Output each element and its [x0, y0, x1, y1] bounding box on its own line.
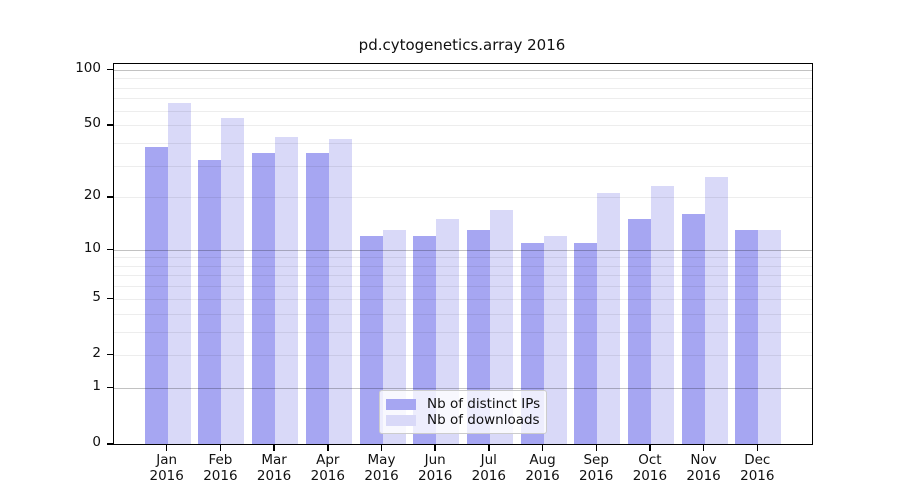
y-tick-label: 2 — [92, 344, 101, 361]
legend-swatch-downloads — [386, 414, 416, 426]
legend-label-downloads: Nb of downloads — [427, 412, 540, 428]
x-tick-label: Dec 2016 — [740, 452, 775, 484]
x-tick-label: Aug 2016 — [525, 452, 560, 484]
x-tick-mark — [219, 444, 222, 451]
x-tick-mark — [488, 444, 490, 451]
gridline-overlay-layer — [114, 64, 812, 444]
x-tick-mark — [541, 444, 544, 451]
minor-gridline — [114, 275, 812, 277]
minor-gridline — [114, 354, 812, 356]
bar-distinct-ips — [681, 214, 705, 444]
minor-gridline — [114, 110, 812, 112]
minor-gridline — [114, 257, 812, 259]
y-tick-mark — [107, 68, 113, 71]
bar-distinct-ips — [735, 230, 759, 444]
y-tick-mark — [107, 248, 113, 250]
x-tick-label: Sep 2016 — [579, 452, 614, 484]
minor-gridline — [114, 98, 812, 100]
bar-distinct-ips — [144, 146, 168, 444]
x-tick-label: Oct 2016 — [632, 452, 668, 484]
minor-gridline — [114, 125, 812, 127]
bar-downloads — [275, 137, 299, 444]
bar-downloads — [221, 117, 245, 444]
x-tick-label: Feb 2016 — [203, 452, 238, 484]
x-tick-label: Nov 2016 — [686, 452, 721, 484]
x-tick-mark — [702, 444, 705, 451]
y-tick-mark — [107, 443, 113, 445]
y-tick-label: 100 — [75, 59, 101, 76]
x-tick-label: May 2016 — [364, 452, 399, 484]
bar-downloads — [597, 193, 621, 444]
plot-area: Nb of distinct IPs Nb of downloads — [113, 63, 813, 445]
chart-title: pd.cytogenetics.array 2016 — [358, 36, 566, 54]
bar-downloads — [328, 139, 352, 444]
x-tick-mark — [380, 444, 383, 451]
minor-gridline — [114, 331, 812, 333]
bar-downloads — [704, 176, 728, 444]
x-tick-label: Jul 2016 — [471, 452, 506, 484]
minor-gridline — [114, 165, 812, 167]
y-tick-mark — [107, 297, 113, 300]
y-tick-mark — [107, 124, 113, 126]
x-tick-label: Jan 2016 — [149, 452, 184, 484]
minor-gridline — [114, 265, 812, 267]
x-tick-label: Apr 2016 — [310, 452, 345, 484]
y-tick-label: 0 — [92, 434, 101, 450]
y-tick-mark — [107, 386, 113, 389]
x-tick-mark — [165, 444, 168, 451]
minor-gridline — [114, 286, 812, 288]
bar-downloads — [543, 236, 567, 444]
minor-gridline — [114, 87, 812, 89]
bar-downloads — [650, 186, 674, 444]
bar-downloads — [436, 219, 460, 444]
major-gridline — [114, 69, 812, 71]
x-tick-mark — [595, 444, 597, 451]
bar-distinct-ips — [305, 153, 329, 444]
major-gridline — [114, 249, 812, 251]
x-tick-mark — [649, 444, 651, 451]
minor-gridline — [114, 142, 812, 144]
y-tick-label: 20 — [83, 187, 101, 204]
x-tick-mark — [327, 444, 329, 451]
x-tick-mark — [756, 444, 759, 451]
y-tick-label: 50 — [83, 115, 101, 132]
y-tick-mark — [107, 353, 113, 356]
minor-gridline — [114, 298, 812, 300]
bar-downloads — [167, 103, 191, 444]
minor-gridline — [114, 197, 812, 199]
x-tick-label: Jun 2016 — [418, 452, 453, 484]
bar-distinct-ips — [627, 219, 651, 444]
minor-gridline — [114, 78, 812, 80]
minor-gridline — [114, 313, 812, 315]
y-tick-label: 5 — [92, 288, 101, 305]
legend-item-distinct-ips: Nb of distinct IPs — [386, 396, 541, 412]
bar-distinct-ips — [574, 242, 598, 444]
bar-downloads — [489, 209, 513, 444]
bar-downloads — [758, 230, 782, 444]
x-tick-mark — [273, 444, 275, 451]
legend-label-distinct-ips: Nb of distinct IPs — [427, 396, 541, 412]
y-tick-mark — [107, 196, 113, 198]
y-tick-label: 1 — [92, 377, 101, 394]
x-tick-label: Mar 2016 — [256, 452, 292, 484]
legend-swatch-distinct-ips — [386, 398, 416, 410]
bar-distinct-ips — [359, 236, 383, 444]
bar-distinct-ips — [252, 153, 276, 444]
bar-distinct-ips — [198, 160, 222, 444]
legend-item-downloads: Nb of downloads — [386, 412, 540, 428]
major-gridline — [114, 387, 812, 389]
x-tick-mark — [434, 444, 436, 451]
legend: Nb of distinct IPs Nb of downloads — [379, 390, 547, 434]
y-tick-label: 10 — [83, 239, 101, 256]
